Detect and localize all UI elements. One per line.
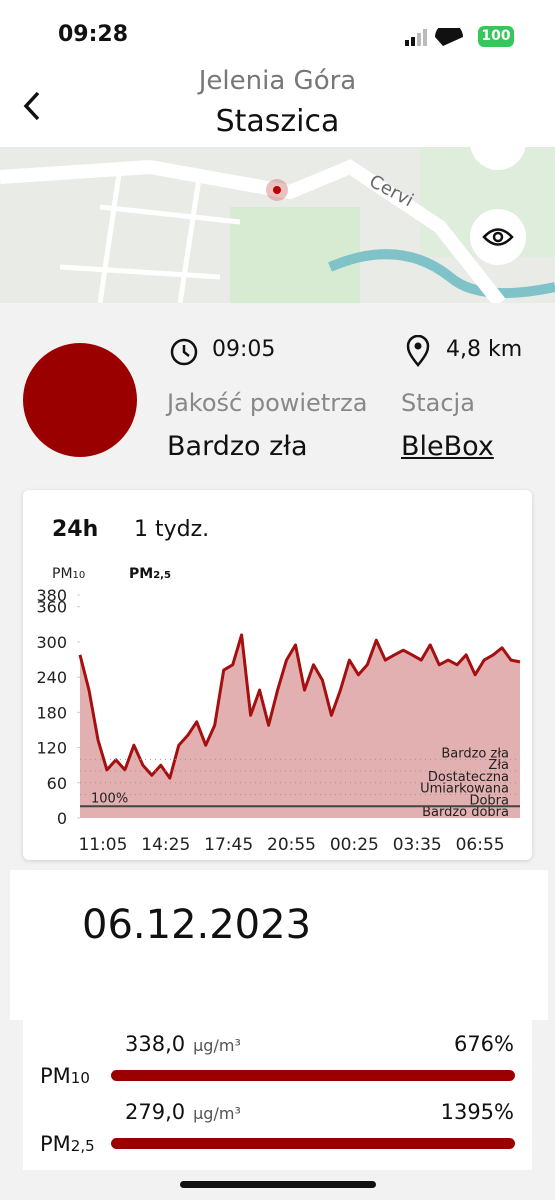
map-drawing: Cervi xyxy=(0,147,555,303)
pollutant-name: PM xyxy=(52,566,73,582)
date: 06.12.2023 xyxy=(82,902,312,948)
back-button[interactable] xyxy=(20,90,44,122)
pollutant-name: PM xyxy=(129,566,154,582)
y-tick-label: 180 xyxy=(36,703,67,722)
chart-card: 24h 1 tydz. PM10 PM2,5 0 60 120 180 240 300 36… xyxy=(23,490,532,860)
pollutant-sub: 10 xyxy=(70,1069,90,1087)
pollutant-name: PM xyxy=(40,1132,71,1156)
status-bar: 09:28 100 xyxy=(0,0,555,62)
city: Jelenia Góra xyxy=(198,66,357,96)
threshold-label: Bardzo dobra xyxy=(422,805,509,820)
y-tick-label: 120 xyxy=(36,739,67,758)
value: 338,0 xyxy=(125,1032,186,1056)
distance: 4,8 km xyxy=(446,337,523,362)
unit: µg/m³ xyxy=(193,1104,241,1123)
quality-label: Jakość powietrza xyxy=(167,389,368,417)
x-tick-label: 14:25 xyxy=(141,835,190,855)
measurement-percent: 676% xyxy=(453,1032,514,1056)
pollutant: PM10 xyxy=(40,1064,90,1088)
threshold-label: Zła xyxy=(488,758,509,773)
tab-week[interactable]: 1 tydz. xyxy=(134,517,210,542)
station-label: Stacja xyxy=(401,389,475,417)
measurement-value: 279,0 µg/m³ xyxy=(125,1100,241,1124)
progress-bar xyxy=(111,1070,515,1081)
measurement-percent: 1395% xyxy=(440,1100,514,1124)
date-panel: 06.12.2023 xyxy=(10,870,548,1020)
x-tick-label: 06:55 xyxy=(456,835,505,855)
value: 279,0 xyxy=(125,1100,186,1124)
info-panel: 09:05 4,8 km Jakość powietrza Stacja Bar… xyxy=(0,303,555,488)
clock-icon xyxy=(170,338,198,366)
map[interactable]: Cervi xyxy=(0,147,555,303)
threshold-label: Dobra xyxy=(469,793,509,808)
station-link[interactable]: BleBox xyxy=(401,431,494,462)
street-label: Cervi xyxy=(366,171,417,211)
norm-label: 100% xyxy=(91,791,128,806)
unit: µg/m³ xyxy=(193,1036,241,1055)
pollutant-sub: 2,5 xyxy=(70,1137,95,1155)
threshold-label: Dostateczna xyxy=(428,770,509,785)
x-tick-label: 20:55 xyxy=(267,835,316,855)
location-icon xyxy=(406,335,430,367)
pollutant-sub: 10 xyxy=(72,570,86,581)
y-tick-label: 0 xyxy=(57,809,67,828)
tab-24h[interactable]: 24h xyxy=(52,517,99,542)
measurements: 338,0 µg/m³ 676% PM10 279,0 µg/m³ 1395% PM2,5 xyxy=(23,1020,532,1170)
measurement-value: 338,0 µg/m³ xyxy=(125,1032,241,1056)
x-tick-label: 00:25 xyxy=(330,835,379,855)
pollutant: PM2,5 xyxy=(40,1132,95,1156)
y-tick-label: 300 xyxy=(36,633,67,652)
pollutant-tab[interactable]: PM2,5 xyxy=(129,566,171,582)
y-tick-label: 360 xyxy=(36,598,67,617)
quality-value: Bardzo zła xyxy=(167,431,308,462)
y-tick-label: 380 xyxy=(36,586,67,605)
threshold-label: Bardzo zła xyxy=(441,746,509,761)
home-indicator xyxy=(180,1181,376,1188)
line xyxy=(78,633,521,780)
y-tick-label: 240 xyxy=(36,668,67,687)
pollutant-tab[interactable]: PM10 xyxy=(52,566,85,582)
x-tick-label: 03:35 xyxy=(393,835,442,855)
measure-time: 09:05 xyxy=(212,337,276,362)
threshold-label: Umiarkowana xyxy=(420,782,509,797)
pollutant-name: PM xyxy=(40,1064,71,1088)
progress-bar xyxy=(111,1138,515,1149)
area xyxy=(80,634,520,818)
x-tick-label: 11:05 xyxy=(78,835,127,855)
pollutant-sub: 2,5 xyxy=(153,570,171,581)
station-name: Staszica xyxy=(215,104,340,139)
y-tick-label: 60 xyxy=(47,774,67,793)
header: Jelenia Góra Staszica xyxy=(0,62,555,147)
battery: 100 xyxy=(478,26,514,47)
signal-wifi xyxy=(405,28,463,46)
clock: 09:28 xyxy=(58,22,129,47)
quality-indicator xyxy=(23,343,137,457)
x-tick-label: 17:45 xyxy=(204,835,253,855)
